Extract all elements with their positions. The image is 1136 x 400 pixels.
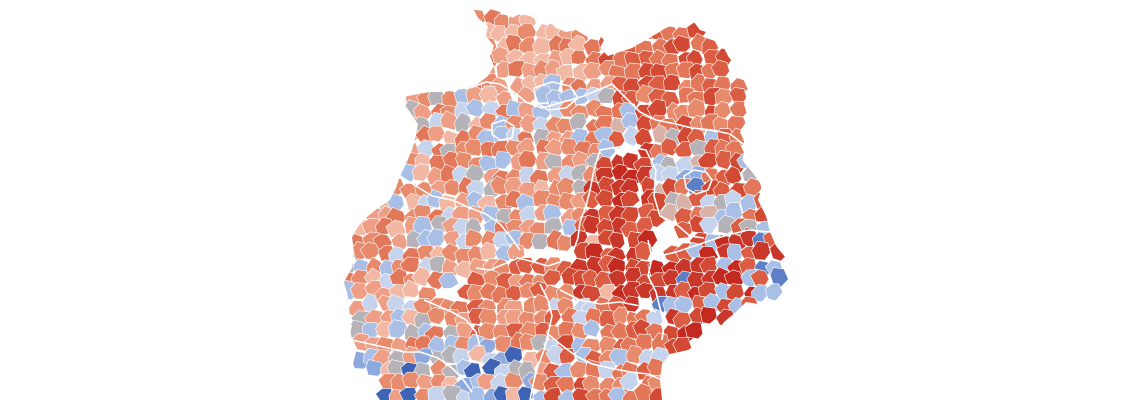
district-mecklenburg-vorpommern bbox=[663, 73, 682, 91]
district-saxony bbox=[769, 267, 789, 288]
district-bavaria bbox=[542, 387, 563, 400]
district-lower-saxony bbox=[411, 163, 431, 182]
district-lower-saxony bbox=[519, 113, 538, 133]
district-saxony bbox=[684, 321, 704, 340]
district-bavaria bbox=[558, 347, 576, 366]
district-thuringia bbox=[634, 241, 653, 261]
state-border bbox=[571, 149, 601, 255]
district-north-rhine-westphalia bbox=[375, 179, 394, 199]
district-lower-saxony bbox=[464, 138, 483, 157]
state-border bbox=[547, 333, 663, 381]
district-north-rhine-westphalia bbox=[401, 279, 420, 298]
district-north-rhine-westphalia bbox=[352, 189, 371, 208]
state-border bbox=[559, 289, 657, 313]
district-brandenburg bbox=[660, 137, 679, 157]
state-border bbox=[683, 169, 713, 195]
districts-layer bbox=[344, 8, 789, 400]
district-mecklenburg-vorpommern bbox=[598, 33, 617, 53]
district-saarland bbox=[365, 359, 385, 377]
district-lower-saxony bbox=[443, 179, 462, 197]
district-north-rhine-westphalia bbox=[465, 228, 485, 248]
district-schleswig-holstein bbox=[469, 35, 486, 54]
district-lower-saxony bbox=[530, 233, 550, 250]
district-hesse bbox=[541, 269, 562, 286]
district-baden-wuerttemberg bbox=[467, 386, 487, 400]
district-bavaria bbox=[607, 387, 629, 400]
district-mecklenburg-vorpommern bbox=[635, 84, 653, 104]
district-bavaria bbox=[633, 382, 654, 400]
district-bavaria bbox=[569, 360, 588, 379]
district-brandenburg bbox=[714, 150, 732, 170]
district-schleswig-holstein bbox=[465, 62, 487, 82]
state-border bbox=[475, 253, 573, 271]
district-lower-saxony bbox=[427, 125, 447, 143]
district-bavaria bbox=[582, 319, 601, 338]
state-border bbox=[491, 119, 515, 141]
district-schleswig-holstein bbox=[468, 46, 489, 66]
district-saxony bbox=[751, 240, 771, 261]
state-border bbox=[529, 283, 553, 400]
district-north-rhine-westphalia bbox=[363, 191, 382, 208]
district-mecklenburg-vorpommern bbox=[714, 100, 732, 119]
state-border bbox=[611, 83, 747, 147]
district-north-rhine-westphalia bbox=[411, 266, 432, 288]
district-north-rhine-westphalia bbox=[349, 282, 370, 300]
district-saxony-anhalt bbox=[620, 190, 641, 208]
district-bavaria bbox=[646, 357, 666, 377]
district-lower-saxony bbox=[518, 231, 537, 250]
district-saxony-anhalt bbox=[608, 232, 626, 250]
district-hesse bbox=[467, 307, 485, 325]
state-border bbox=[423, 299, 481, 347]
district-lower-saxony bbox=[556, 234, 574, 252]
district-mecklenburg-vorpommern bbox=[728, 100, 749, 119]
district-north-rhine-westphalia bbox=[438, 272, 460, 289]
district-baden-wuerttemberg bbox=[401, 371, 422, 390]
state-border bbox=[651, 229, 771, 259]
state-border bbox=[533, 81, 579, 111]
state-border bbox=[469, 81, 613, 109]
state-border bbox=[351, 339, 473, 393]
district-north-rhine-westphalia bbox=[344, 243, 357, 261]
state-border bbox=[399, 175, 521, 251]
district-rhineland-palatinate bbox=[426, 306, 446, 325]
district-saxony-anhalt bbox=[582, 214, 601, 235]
district-schleswig-holstein bbox=[570, 49, 587, 66]
district-schleswig-holstein bbox=[468, 24, 488, 43]
district-mecklenburg-vorpommern bbox=[624, 23, 643, 42]
district-saxony bbox=[700, 306, 718, 325]
district-lower-saxony bbox=[494, 150, 514, 170]
district-lower-saxony bbox=[596, 86, 616, 104]
district-brandenburg bbox=[753, 191, 774, 210]
state-borders-layer bbox=[351, 81, 771, 400]
district-lower-saxony bbox=[439, 110, 459, 131]
state-border bbox=[599, 145, 705, 239]
district-schleswig-holstein bbox=[466, 9, 487, 27]
district-bavaria bbox=[571, 387, 592, 400]
district-saxony bbox=[751, 283, 769, 303]
